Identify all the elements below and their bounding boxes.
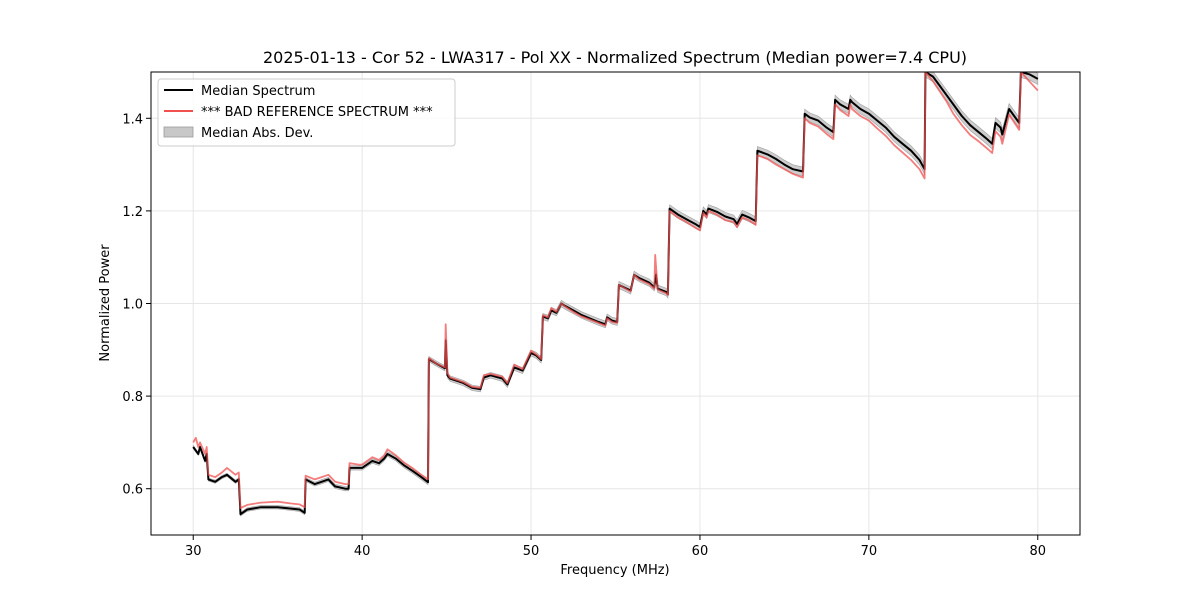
y-tick-label: 1.4 xyxy=(122,112,143,127)
x-tick-label: 80 xyxy=(1029,544,1046,559)
legend-bad-reference-label: *** BAD REFERENCE SPECTRUM *** xyxy=(201,105,433,120)
legend: Median Spectrum *** BAD REFERENCE SPECTR… xyxy=(157,78,456,147)
chart-title: 2025-01-13 - Cor 52 - LWA317 - Pol XX - … xyxy=(263,48,967,67)
y-axis: 0.6 0.8 1.0 1.2 1.4 xyxy=(122,112,151,498)
legend-mad-label: Median Abs. Dev. xyxy=(201,126,313,141)
y-tick-label: 1.2 xyxy=(122,205,143,220)
x-tick-label: 40 xyxy=(354,544,371,559)
y-axis-label: Normalized Power xyxy=(98,244,113,362)
x-tick-label: 50 xyxy=(523,544,540,559)
x-axis: 30 40 50 60 70 80 xyxy=(185,535,1046,559)
x-tick-label: 70 xyxy=(861,544,878,559)
y-tick-label: 1.0 xyxy=(122,298,143,313)
x-tick-label: 30 xyxy=(185,544,202,559)
y-tick-label: 0.8 xyxy=(122,390,143,405)
x-axis-label: Frequency (MHz) xyxy=(560,563,669,578)
legend-frame xyxy=(157,78,456,147)
y-tick-label: 0.6 xyxy=(122,483,143,498)
bad-reference-spectrum-line xyxy=(192,72,1039,510)
series-layer xyxy=(192,72,1039,516)
legend-mad-swatch xyxy=(163,126,194,138)
legend-median-label: Median Spectrum xyxy=(201,84,315,99)
x-tick-label: 60 xyxy=(692,544,709,559)
